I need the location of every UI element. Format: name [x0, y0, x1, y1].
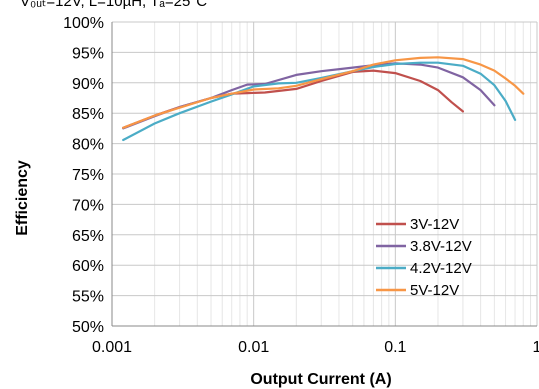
legend-label: 3V-12V: [410, 216, 459, 233]
y-tick-label: 95%: [72, 45, 104, 62]
series-lines: [122, 56, 525, 142]
y-tick-label: 50%: [72, 319, 104, 336]
y-axis-title: Efficiency: [14, 160, 31, 236]
legend: 3V-12V 3.8V-12V 4.2V-12V 5V-12V: [376, 216, 472, 299]
tick-labels: 50% 55% 60% 65% 70% 75% 80% 85% 90% 95% 100% 0.001 0…: [63, 15, 539, 356]
legend-label: 4.2V-12V: [410, 260, 472, 277]
y-tick-label: 80%: [72, 137, 104, 154]
y-tick-label: 60%: [72, 258, 104, 275]
x-tick-label: 0.01: [238, 339, 269, 356]
x-tick-label: 0.1: [384, 339, 406, 356]
x-axis-title: Output Current (A): [250, 371, 391, 388]
axes: [111, 22, 537, 327]
y-tick-label: 55%: [72, 289, 104, 306]
grid: [111, 21, 538, 327]
legend-label: 5V-12V: [410, 282, 459, 299]
y-tick-label: 90%: [72, 76, 104, 93]
chart-title-partial: V₀ᵤₜ=12V, L=10µH, Tₐ=25°C: [20, 0, 207, 10]
y-tick-label: 75%: [72, 167, 104, 184]
y-tick-label: 100%: [63, 15, 104, 32]
legend-label: 3.8V-12V: [410, 238, 472, 255]
y-tick-label: 65%: [72, 228, 104, 245]
y-tick-label: 70%: [72, 197, 104, 214]
y-tick-label: 85%: [72, 106, 104, 123]
x-tick-label: 0.001: [92, 339, 132, 356]
series-line-5V-12V: [122, 56, 525, 129]
x-tick-label: 1: [533, 339, 539, 356]
